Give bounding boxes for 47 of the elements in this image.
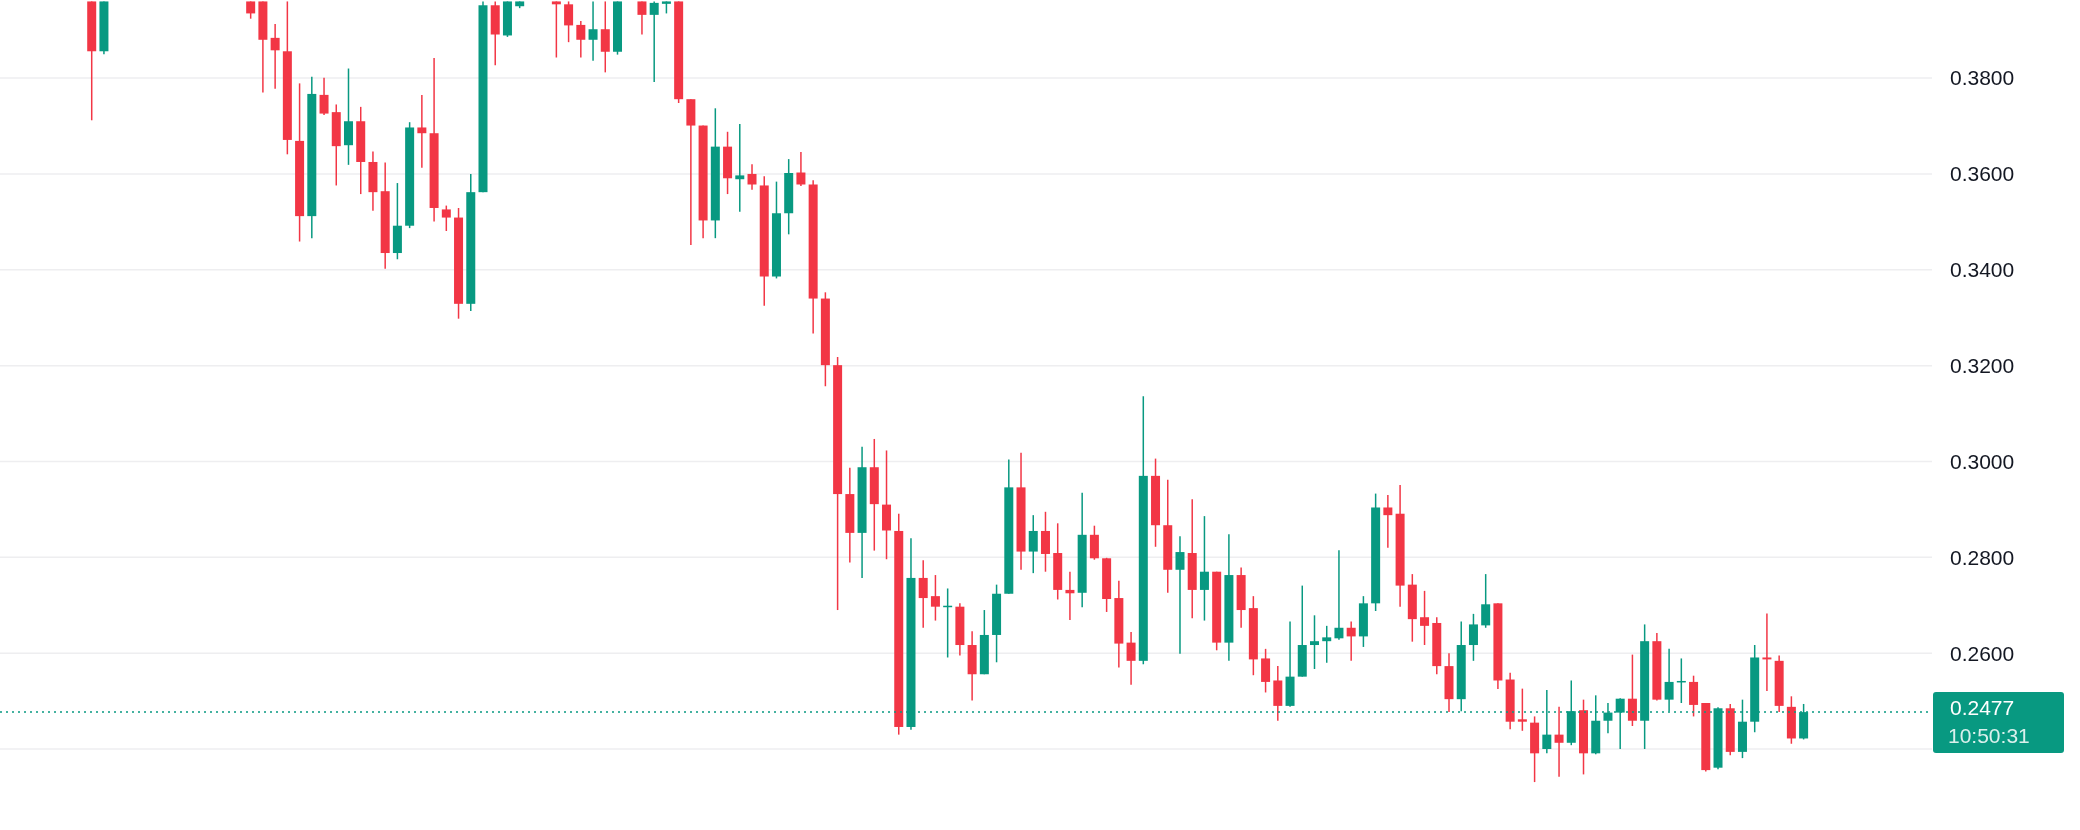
candlestick: [735, 123, 745, 213]
candlestick: [1346, 620, 1356, 662]
candlestick: [637, 0, 647, 36]
candlestick: [1689, 674, 1699, 718]
candlestick: [1322, 625, 1332, 664]
candlestick: [1762, 612, 1772, 692]
candlestick: [1627, 653, 1637, 727]
candlestick: [1089, 524, 1099, 561]
candlestick: [930, 574, 940, 622]
y-tick-label: 0.3200: [1950, 353, 2015, 377]
candlestick: [551, 0, 561, 59]
candlestick: [576, 20, 586, 59]
candlestick: [1334, 549, 1344, 641]
y-tick-label: 0.3400: [1950, 258, 2015, 282]
candlestick: [1028, 514, 1038, 574]
candlestick: [1517, 687, 1527, 732]
candlestick: [1040, 511, 1050, 573]
ref-line-label: 0.2477: [1950, 696, 2015, 720]
candlestick: [649, 0, 659, 83]
candlestick: [417, 94, 427, 169]
candlestick: [918, 559, 928, 629]
text: 10:50:31: [1948, 724, 2030, 748]
candlestick: [588, 0, 598, 62]
candlestick: [796, 151, 806, 187]
candlestick: [564, 0, 574, 43]
candlestick: [1554, 706, 1564, 778]
candlestick: [1261, 648, 1271, 694]
candlestick: [1199, 515, 1209, 622]
candlestick: [1420, 590, 1430, 646]
candlestick: [1309, 614, 1319, 670]
candlestick: [441, 204, 451, 232]
candlestick: [747, 163, 757, 191]
y-tick-label: 0.2800: [1950, 545, 2015, 569]
candlestick: [1175, 535, 1185, 655]
y-tick-label: 0.3000: [1950, 449, 2015, 473]
candlestick: [1468, 613, 1478, 662]
candlestick: [1383, 494, 1393, 549]
candlestick: [270, 23, 280, 90]
candlestick: [600, 0, 610, 74]
y-tick-label: 0.2600: [1950, 641, 2015, 665]
candlestick: [343, 67, 353, 166]
candlestick: [1481, 573, 1491, 629]
candlestick: [1065, 570, 1075, 621]
y-tick-label: 0.3600: [1950, 162, 2015, 186]
candlestick: [1126, 631, 1136, 686]
candlestick: [319, 76, 329, 116]
y-tick-label: 0.3800: [1950, 66, 2015, 90]
